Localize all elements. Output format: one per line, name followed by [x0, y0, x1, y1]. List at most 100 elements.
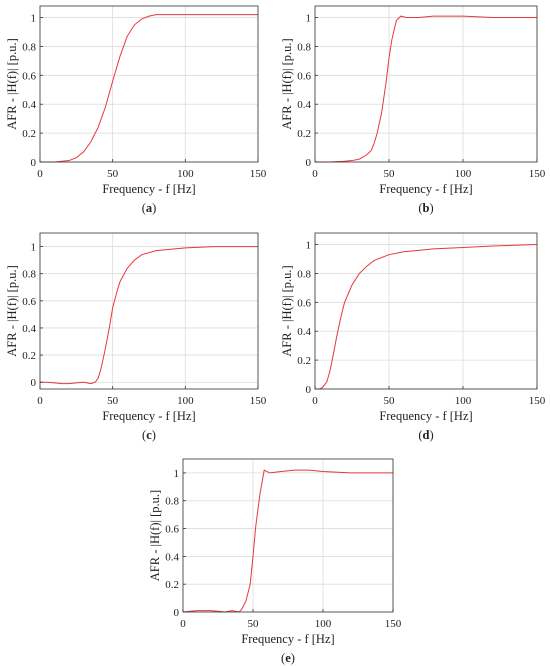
y-tick-label: 0.8 [22, 269, 36, 281]
y-tick-label: 0.6 [22, 296, 36, 308]
plot-area [315, 6, 537, 162]
series-line [315, 244, 538, 390]
x-tick-label: 50 [107, 168, 119, 180]
series-line [315, 15, 537, 163]
x-axis-label: Frequency - f [Hz] [102, 409, 195, 423]
caption-close-paren: ) [291, 651, 295, 665]
panel-caption: (d) [418, 428, 433, 442]
caption-open-paren: ( [142, 201, 146, 215]
x-axis-label: Frequency - f [Hz] [379, 409, 472, 423]
plot-area [183, 459, 393, 612]
caption-letter: b [423, 201, 430, 215]
y-tick-label: 0.6 [165, 524, 179, 536]
axes-frame [39, 5, 259, 163]
chart-panel-b: 0 50 100 150 0 0.2 0.4 0.6 0.8 1 Frequency - f [Hz… [280, 5, 546, 215]
chart-panel-c: 0 50 100 150 0 0.2 0.4 0.6 0.8 1 Frequency - f [Hz… [5, 232, 267, 442]
caption-close-paren: ) [429, 201, 433, 215]
caption-close-paren: ) [152, 428, 156, 442]
y-tick-label: 1 [306, 240, 312, 252]
caption-open-paren: ( [418, 201, 422, 215]
caption-open-paren: ( [418, 428, 422, 442]
y-tick-label: 0.4 [297, 326, 311, 338]
panel-caption: (a) [142, 201, 157, 215]
series-line [40, 246, 258, 385]
chart-panel-d: 0 50 100 150 0 0.2 0.4 0.6 0.8 1 Frequency - f [Hz… [280, 232, 546, 442]
y-tick-label: 0.8 [165, 496, 179, 508]
y-axis-label: AFR - |H(f)| [p.u.] [280, 38, 294, 129]
y-tick-label: 0 [306, 384, 312, 396]
x-tick-label: 0 [180, 618, 186, 630]
y-tick-label: 1 [31, 242, 37, 254]
y-tick-label: 0.4 [297, 99, 311, 111]
y-tick-label: 0.8 [297, 41, 311, 53]
panel-caption: (e) [281, 651, 295, 665]
y-tick-label: 0 [31, 157, 37, 169]
x-axis-label: Frequency - f [Hz] [102, 182, 195, 196]
y-axis-label: AFR - |H(f)| [p.u.] [5, 38, 19, 129]
panel-caption: (b) [418, 201, 433, 215]
y-tick-label: 0.8 [22, 41, 36, 53]
x-tick-label: 150 [529, 168, 546, 180]
x-tick-label: 50 [248, 618, 260, 630]
y-tick-label: 1 [31, 13, 37, 25]
series-line [182, 469, 393, 613]
y-tick-label: 1 [306, 13, 312, 25]
caption-close-paren: ) [429, 428, 433, 442]
y-tick-label: 0.6 [297, 297, 311, 309]
y-tick-label: 0.4 [22, 323, 36, 335]
x-tick-label: 150 [250, 168, 267, 180]
x-tick-label: 150 [529, 395, 546, 407]
caption-letter: d [423, 428, 430, 442]
caption-letter: a [146, 201, 153, 215]
y-axis-label: AFR - |H(f)| [p.u.] [5, 265, 19, 356]
axes-frame [314, 232, 538, 390]
y-tick-label: 0.6 [297, 70, 311, 82]
y-tick-label: 0.4 [165, 551, 179, 563]
caption-open-paren: ( [142, 428, 146, 442]
plot-area [40, 6, 258, 162]
y-tick-label: 0.6 [22, 70, 36, 82]
plot-area [40, 233, 258, 389]
panel-caption: (c) [142, 428, 156, 442]
axes-frame [314, 5, 538, 163]
y-tick-label: 0 [174, 607, 180, 619]
y-axis-label: AFR - |H(f)| [p.u.] [280, 265, 294, 356]
x-axis-label: Frequency - f [Hz] [379, 182, 472, 196]
x-tick-label: 50 [107, 395, 119, 407]
x-tick-label: 100 [455, 395, 472, 407]
y-tick-label: 0.2 [22, 350, 36, 362]
x-tick-label: 0 [37, 168, 43, 180]
y-tick-label: 0.8 [297, 268, 311, 280]
x-tick-label: 50 [384, 395, 396, 407]
y-tick-label: 0 [31, 377, 37, 389]
x-tick-label: 100 [177, 168, 194, 180]
caption-letter: c [146, 428, 152, 442]
x-tick-label: 0 [312, 168, 318, 180]
plot-area [315, 233, 537, 389]
x-tick-label: 0 [37, 395, 43, 407]
x-tick-label: 100 [315, 618, 332, 630]
x-axis-label: Frequency - f [Hz] [241, 632, 334, 646]
caption-close-paren: ) [152, 201, 156, 215]
axes-frame [39, 232, 259, 390]
y-axis-label: AFR - |H(f)| [p.u.] [148, 490, 162, 581]
x-tick-label: 150 [250, 395, 267, 407]
x-tick-label: 0 [312, 395, 318, 407]
x-tick-label: 100 [455, 168, 472, 180]
caption-letter: e [285, 651, 291, 665]
axes-frame [182, 458, 394, 613]
y-tick-label: 0.2 [165, 579, 179, 591]
x-tick-label: 50 [384, 168, 396, 180]
caption-open-paren: ( [281, 651, 285, 665]
y-tick-label: 0.4 [22, 99, 36, 111]
y-tick-label: 0 [306, 157, 312, 169]
y-tick-label: 0.2 [22, 128, 36, 140]
chart-panel-a: 0 50 100 150 0 0.2 0.4 0.6 0.8 1 Frequency - f [Hz… [5, 5, 267, 215]
y-tick-label: 1 [174, 468, 180, 480]
x-tick-label: 150 [385, 618, 402, 630]
x-tick-label: 100 [177, 395, 194, 407]
y-tick-label: 0.2 [297, 355, 311, 367]
series-line [40, 14, 258, 163]
y-tick-label: 0.2 [297, 128, 311, 140]
